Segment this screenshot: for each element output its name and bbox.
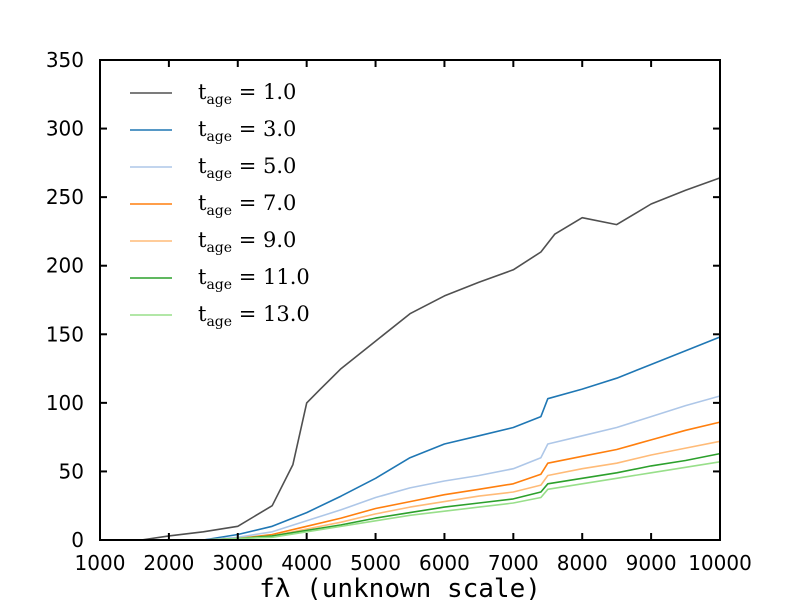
x-tick-label: 6000 bbox=[419, 551, 470, 575]
series-line-4 bbox=[203, 421, 721, 541]
x-tick-label: 10000 bbox=[688, 551, 752, 575]
y-tick-label: 150 bbox=[46, 322, 84, 346]
y-tick-label: 100 bbox=[46, 391, 84, 415]
legend-label-2: tage = 3.0 bbox=[198, 117, 296, 145]
y-tick-label: 0 bbox=[71, 528, 84, 552]
series-line-3 bbox=[203, 395, 721, 541]
series-line-7 bbox=[203, 461, 721, 541]
x-tick-label: 7000 bbox=[488, 551, 539, 575]
legend-label-6: tage = 11.0 bbox=[198, 265, 310, 293]
x-tick-label: 8000 bbox=[557, 551, 608, 575]
x-axis-label: fλ (unknown scale) bbox=[259, 574, 541, 600]
x-tick-label: 1000 bbox=[75, 551, 126, 575]
x-tick-label: 4000 bbox=[281, 551, 332, 575]
series-line-5 bbox=[203, 440, 721, 541]
y-tick-label: 50 bbox=[59, 459, 84, 483]
y-tick-label: 300 bbox=[46, 117, 84, 141]
y-tick-label: 200 bbox=[46, 254, 84, 278]
y-tick-label: 250 bbox=[46, 185, 84, 209]
series-layer bbox=[141, 177, 721, 541]
legend-label-7: tage = 13.0 bbox=[198, 302, 310, 330]
x-tick-label: 5000 bbox=[350, 551, 401, 575]
series-line-1 bbox=[141, 177, 721, 541]
series-line-6 bbox=[203, 452, 721, 541]
y-tick-label: 350 bbox=[46, 48, 84, 72]
legend-label-3: tage = 5.0 bbox=[198, 154, 296, 182]
x-tick-label: 2000 bbox=[143, 551, 194, 575]
series-line-2 bbox=[203, 336, 721, 541]
x-tick-label: 3000 bbox=[212, 551, 263, 575]
legend: tage = 1.0 tage = 3.0 tage = 5.0 tage = 7.0… bbox=[130, 80, 310, 330]
ticks-layer: 1000 2000 3000 4000 5000 6000 7000 8000 9000 1000… bbox=[46, 48, 752, 575]
plot-frame bbox=[99, 59, 721, 541]
x-tick-label: 9000 bbox=[626, 551, 677, 575]
legend-label-5: tage = 9.0 bbox=[198, 228, 296, 256]
legend-label-4: tage = 7.0 bbox=[198, 191, 296, 219]
legend-label-1: tage = 1.0 bbox=[198, 80, 296, 108]
